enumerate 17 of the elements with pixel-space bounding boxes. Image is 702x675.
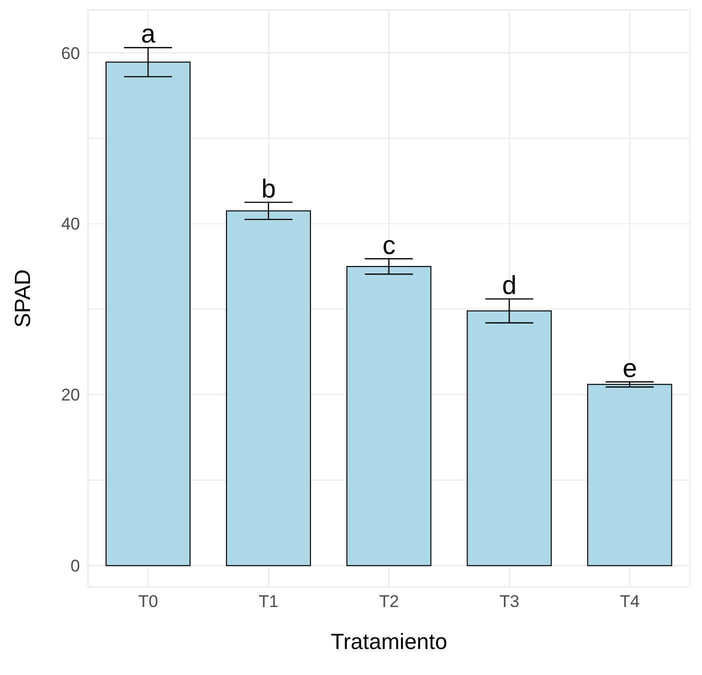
annotation: a [140, 18, 156, 49]
x-tick-label: T3 [499, 592, 520, 612]
y-tick-label: 60 [61, 44, 80, 63]
x-axis-title: Tratamiento [330, 629, 448, 654]
y-tick-label: 20 [61, 386, 80, 405]
x-tick-label: T0 [138, 592, 158, 612]
annotation: d [502, 270, 517, 300]
annotation: b [261, 173, 276, 204]
y-axis-title: SPAD [10, 269, 35, 328]
bar [587, 384, 672, 566]
y-tick-label: 40 [61, 214, 80, 234]
x-tick-label: T1 [258, 592, 279, 612]
x-tick-label: T2 [379, 592, 399, 612]
annotation: e [622, 352, 638, 383]
annotation: c [382, 230, 396, 260]
y-tick-label: 0 [70, 556, 80, 576]
x-tick-label: T4 [620, 592, 640, 612]
